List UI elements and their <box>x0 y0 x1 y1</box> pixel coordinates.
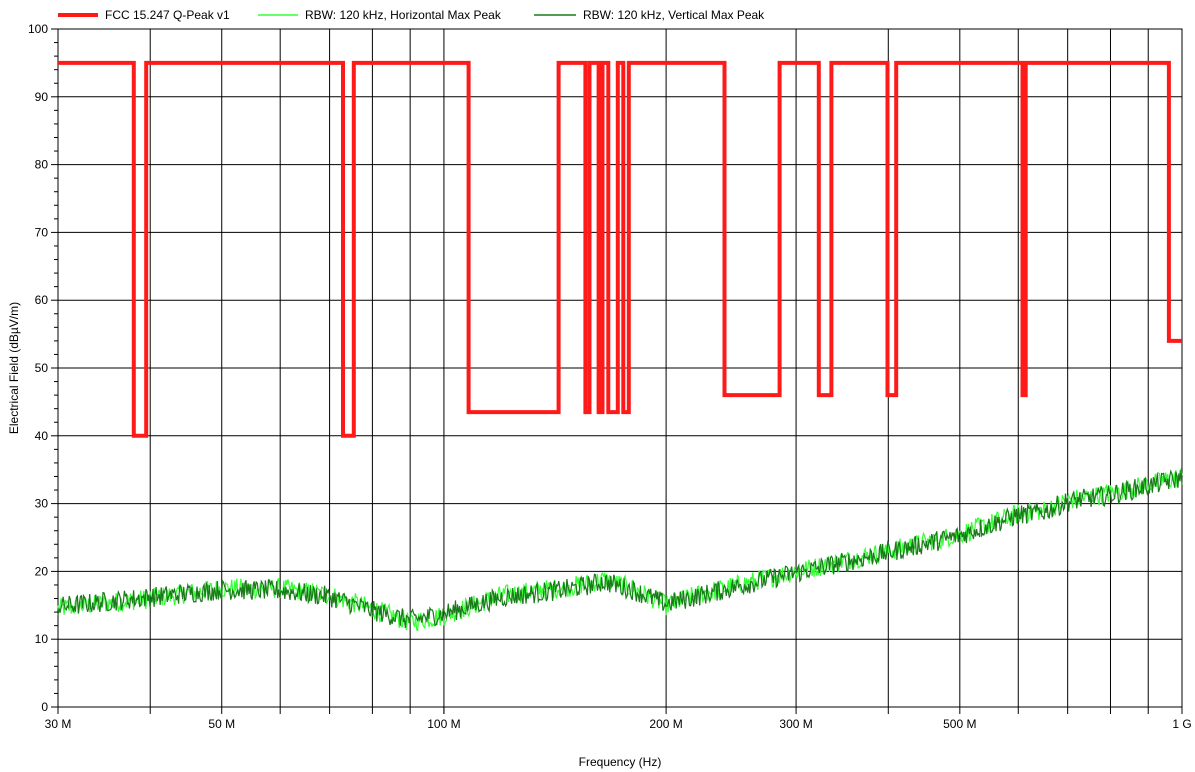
y-tick-label: 30 <box>35 497 49 511</box>
x-tick-label: 300 M <box>779 717 812 731</box>
y-tick-label: 20 <box>35 564 49 578</box>
grid-lines <box>58 29 1182 707</box>
legend-label: FCC 15.247 Q-Peak v1 <box>105 8 230 22</box>
series-layer <box>57 60 1183 632</box>
x-tick-label: 100 M <box>427 717 460 731</box>
legend-label: RBW: 120 kHz, Vertical Max Peak <box>583 8 765 22</box>
y-tick-label: 50 <box>35 361 49 375</box>
legend-label: RBW: 120 kHz, Horizontal Max Peak <box>305 8 502 22</box>
x-tick-label: 200 M <box>649 717 682 731</box>
series-vertical-trace <box>57 469 1183 628</box>
series-limit-line <box>58 60 1182 438</box>
legend: FCC 15.247 Q-Peak v1 RBW: 120 kHz, Horizo… <box>58 8 765 22</box>
x-tick-label: 50 M <box>208 717 235 731</box>
y-tick-label: 60 <box>35 293 49 307</box>
y-tick-label: 70 <box>35 225 49 239</box>
x-tick-label: 1 G <box>1172 717 1191 731</box>
axes: 0 10 20 30 40 50 60 70 80 90 100 30 M 50 M 100 M 200 M… <box>28 22 1192 731</box>
y-tick-label: 0 <box>41 700 48 714</box>
y-tick-label: 10 <box>35 632 49 646</box>
y-tick-label: 40 <box>35 429 49 443</box>
x-axis-title: Frequency (Hz) <box>579 755 662 769</box>
x-tick-label: 30 M <box>45 717 72 731</box>
x-tick-label: 500 M <box>943 717 976 731</box>
y-tick-label: 80 <box>35 158 49 172</box>
y-tick-label: 90 <box>35 90 49 104</box>
y-tick-label: 100 <box>28 22 48 36</box>
y-axis-title: Electrical Field (dBµV/m) <box>7 302 21 434</box>
